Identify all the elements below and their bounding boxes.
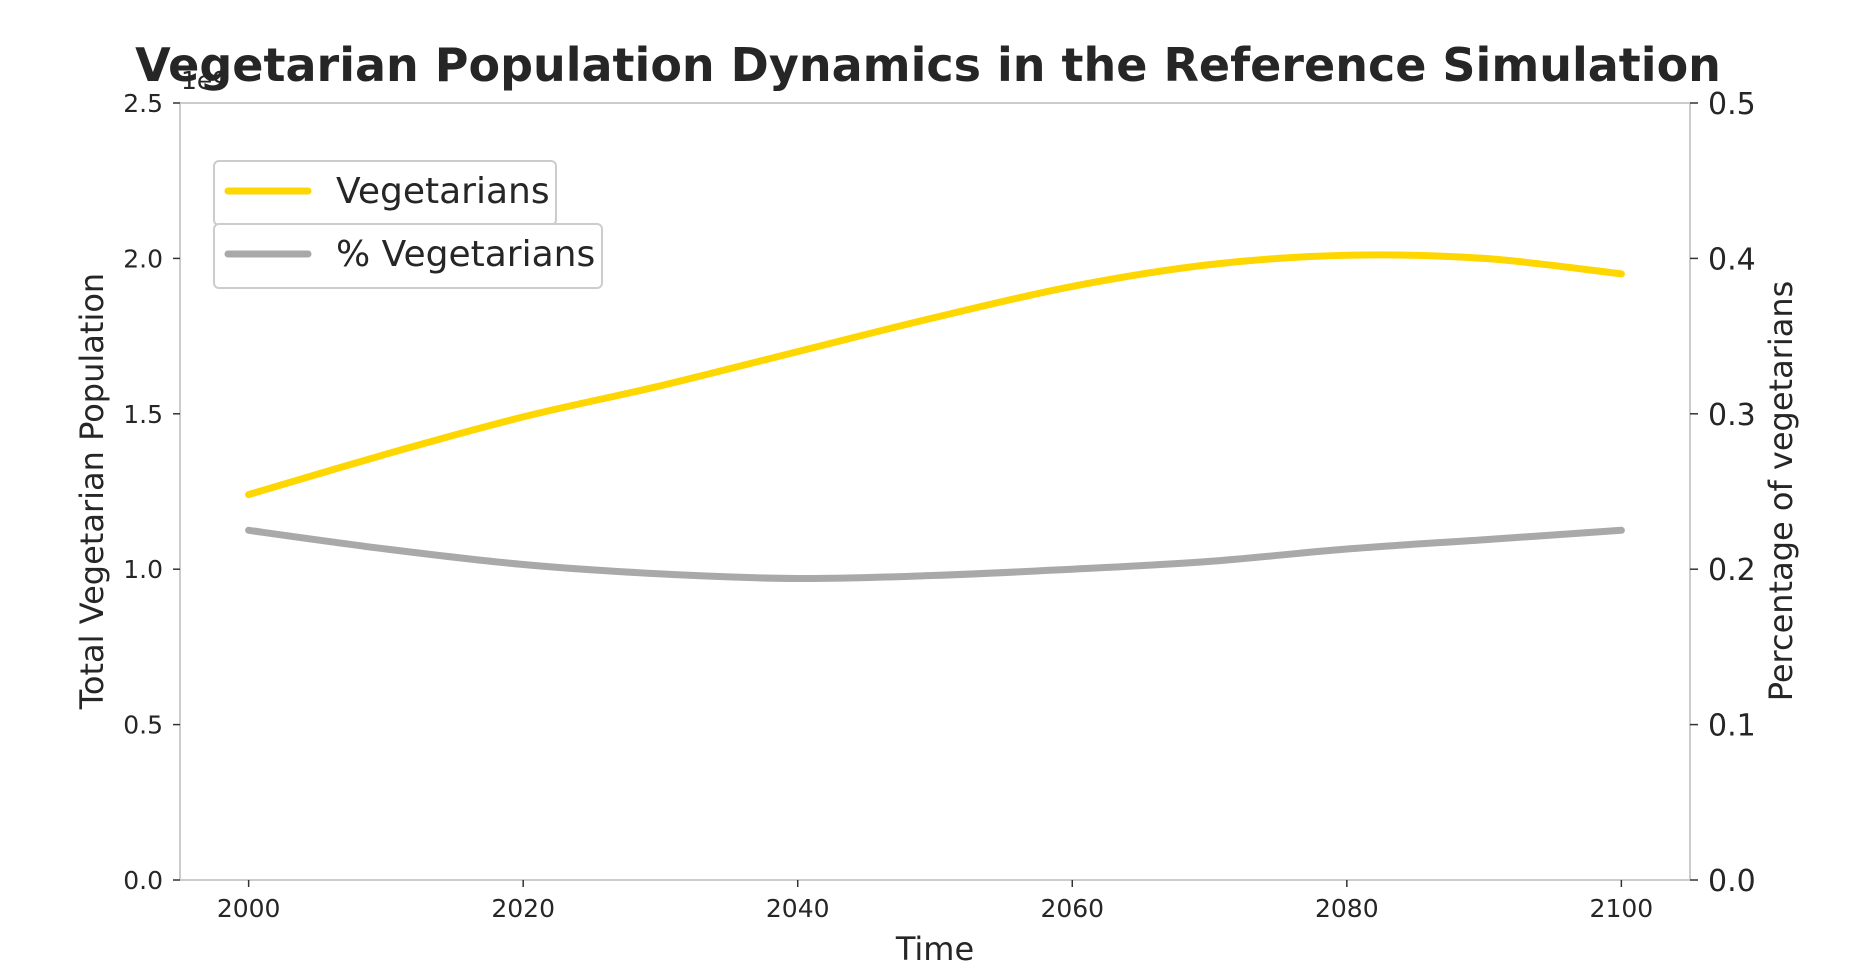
x-axis-label: Time [895,930,974,961]
y-right-tick-label: 0.4 [1708,242,1756,277]
x-tick-label: 2060 [1040,894,1104,923]
series-line-pct-vegetarians [245,526,1625,583]
series-layer [245,251,1625,583]
x-tick-label: 2100 [1590,894,1654,923]
y-left-tick-label: 2.0 [123,244,163,273]
x-axis-ticks: 2000 2020 2040 2060 2080 2100 [217,880,1653,923]
series-line-vegetarians [245,251,1625,499]
x-tick-label: 2080 [1315,894,1379,923]
y-left-tick-label: 0.0 [123,866,163,895]
chart-title: Vegetarian Population Dynamics in the Re… [135,38,1721,92]
left-axis-offset-label: 1e9 [181,66,228,95]
plot-area [179,102,1691,881]
y-right-tick-label: 0.1 [1708,709,1756,744]
y-right-tick-label: 0.3 [1708,398,1756,433]
legend-entry-vegetarians: Vegetarians [213,160,557,226]
legend-entry-pct-vegetarians: % Vegetarians [213,223,603,289]
y-left-tick-label: 1.5 [123,400,163,429]
legend-box-pct-vegetarians [213,223,603,289]
x-tick-label: 2000 [217,894,281,923]
y-right-axis-ticks: 0.0 0.1 0.2 0.3 0.4 0.5 [1690,87,1756,899]
y-left-axis-ticks: 0.0 0.5 1.0 1.5 2.0 2.5 [123,89,180,895]
y-right-axis-label: Percentage of vegetarians [1762,281,1800,702]
x-tick-label: 2040 [766,894,830,923]
legend-label-vegetarians: Vegetarians [336,171,550,212]
y-left-tick-label: 0.5 [123,711,163,740]
y-right-tick-label: 0.0 [1708,864,1756,899]
legend-label-pct-vegetarians: % Vegetarians [336,234,595,275]
y-left-tick-label: 2.5 [123,89,163,118]
y-left-tick-label: 1.0 [123,555,163,584]
y-right-tick-label: 0.5 [1708,87,1756,122]
x-tick-label: 2020 [491,894,555,923]
y-left-axis-label: Total Vegetarian Population [73,273,111,710]
y-right-tick-label: 0.2 [1708,553,1756,588]
